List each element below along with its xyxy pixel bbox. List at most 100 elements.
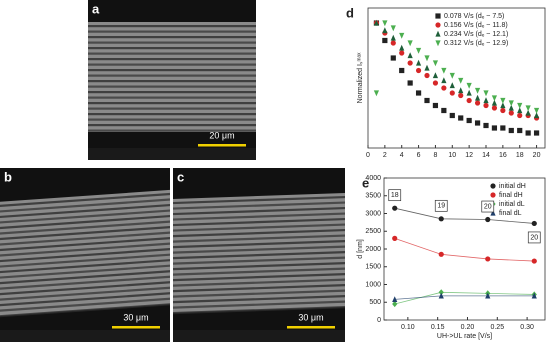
- stripe: [173, 228, 345, 238]
- stripe: [88, 36, 256, 39]
- stripe: [0, 213, 170, 231]
- stripe: [173, 250, 345, 260]
- marker: [438, 292, 444, 299]
- stripe: [0, 285, 170, 302]
- marker: [458, 92, 464, 99]
- marker: [432, 102, 439, 109]
- marker: [424, 72, 430, 79]
- sem-content: 30 μm: [173, 168, 345, 342]
- marker: [466, 117, 472, 124]
- stripes: [0, 188, 170, 319]
- marker: [392, 205, 398, 211]
- stripe: [0, 263, 170, 280]
- stripe: [88, 25, 256, 28]
- marker: [517, 127, 523, 134]
- legend-label: final dL: [499, 210, 522, 217]
- stripe: [88, 30, 256, 33]
- plot-frame: [367, 7, 546, 149]
- stripe: [0, 224, 170, 242]
- x-tick-label: 0: [366, 152, 370, 159]
- x-tick-label: 0.15: [431, 324, 445, 331]
- marker: [382, 27, 388, 34]
- stripe: [88, 85, 256, 88]
- marker: [392, 300, 398, 308]
- marker: [449, 82, 455, 89]
- legend-label: 0.234 V/s (dₑ ~ 12.1): [444, 31, 508, 38]
- marker: [415, 67, 422, 74]
- marker: [483, 102, 489, 109]
- scale-bar: [287, 326, 335, 329]
- annotation-box: [527, 231, 541, 244]
- stripe: [0, 219, 170, 237]
- stripe: [173, 283, 345, 293]
- marker: [432, 60, 439, 67]
- legend-label: 0.156 V/s (dₑ ~ 11.8): [444, 22, 508, 29]
- marker: [399, 44, 405, 51]
- stripe: [88, 96, 256, 99]
- legend-label: initial dL: [499, 201, 525, 208]
- sem-content: 30 μm: [0, 168, 170, 342]
- marker: [500, 97, 506, 104]
- marker: [500, 102, 506, 109]
- annotation: 18: [391, 192, 399, 199]
- film: [88, 22, 256, 132]
- marker: [441, 77, 447, 84]
- marker: [490, 183, 496, 189]
- marker: [435, 30, 441, 37]
- y-tick-label: 3000: [365, 210, 381, 217]
- series-line: [394, 295, 535, 300]
- x-tick-label: 2: [383, 152, 387, 159]
- marker: [390, 34, 396, 41]
- stripe: [88, 107, 256, 110]
- scale-bar: [112, 326, 160, 329]
- stripe: [88, 58, 256, 61]
- marker: [517, 102, 523, 109]
- x-tick-label: 0.10: [401, 324, 415, 331]
- marker: [500, 125, 506, 131]
- legend-label: 0.312 V/s (dₑ ~ 12.9): [444, 40, 508, 47]
- stripe: [0, 252, 170, 270]
- stripe: [0, 274, 170, 291]
- stripe: [173, 305, 345, 315]
- stripe: [173, 299, 345, 310]
- marker: [491, 125, 498, 131]
- marker: [407, 40, 413, 47]
- marker: [441, 107, 447, 114]
- marker: [438, 216, 444, 222]
- stripe: [88, 41, 256, 44]
- stripe: [88, 69, 256, 72]
- chart: e 0.10 0.15 0.20 0.25 0.30 0 500 1000 1500 2000 250…: [357, 175, 546, 340]
- x-tick-label: 20: [533, 152, 541, 159]
- marker: [531, 292, 537, 299]
- marker: [474, 87, 481, 94]
- marker: [483, 122, 489, 129]
- stripe: [173, 200, 345, 211]
- marker: [517, 107, 523, 114]
- sem-image: 20 μm a: [88, 0, 256, 160]
- marker: [441, 67, 447, 74]
- stripe: [88, 63, 256, 66]
- marker: [483, 97, 489, 104]
- marker: [525, 105, 531, 112]
- stripe: [0, 208, 170, 226]
- scale-bar-label: 30 μm: [123, 312, 148, 322]
- marker: [392, 235, 398, 241]
- marker: [490, 209, 496, 216]
- annotation: 20: [484, 203, 492, 210]
- stripe: [88, 124, 256, 127]
- stripe: [173, 255, 345, 266]
- x-tick-label: 8: [433, 152, 437, 159]
- stripe: [173, 233, 345, 244]
- marker: [508, 104, 514, 111]
- marker: [458, 77, 464, 84]
- y-tick-label: 3500: [365, 193, 381, 200]
- x-axis-label: UH->UL rate [V/s]: [437, 333, 492, 340]
- series-line: [394, 291, 535, 305]
- stripe: [0, 279, 170, 297]
- marker: [474, 120, 481, 126]
- y-tick-label: 0: [377, 317, 381, 324]
- marker: [466, 82, 472, 89]
- stripe: [0, 241, 170, 259]
- marker: [407, 80, 413, 86]
- stripe: [88, 91, 256, 94]
